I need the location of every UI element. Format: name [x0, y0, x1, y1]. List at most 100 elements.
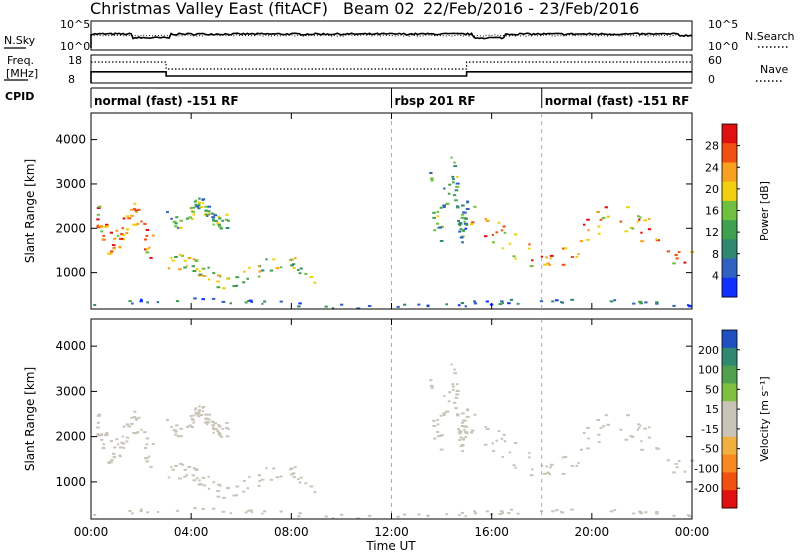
power-cell — [507, 302, 511, 305]
power-cell — [560, 301, 565, 304]
power-cell — [452, 194, 457, 197]
velocity-cell — [561, 456, 566, 459]
velocity-cell — [640, 440, 643, 443]
noise-left-tick-top: 10^5 — [60, 18, 90, 31]
power-cell — [99, 225, 103, 228]
power-cell — [461, 241, 464, 244]
velocity-cell — [113, 456, 116, 459]
velocity-cell — [436, 423, 440, 426]
velocity-cell — [221, 496, 226, 499]
velocity-cell — [473, 512, 478, 515]
velocity-cell — [294, 466, 297, 469]
velocity-cell — [125, 423, 130, 426]
velocity-cell — [457, 428, 460, 431]
power-cell — [549, 257, 552, 260]
velocity-cell — [224, 427, 229, 429]
velocity-cell — [460, 511, 465, 514]
velocity-cell — [174, 433, 178, 436]
power-cell — [464, 227, 468, 230]
colorbar-tick-label: 50 — [705, 383, 719, 396]
velocity-colorbar: 200 100 50 15 -15 -50 -100 -200 — [694, 329, 740, 509]
velocity-cell — [176, 435, 181, 438]
beam-label: Beam 02 — [343, 0, 415, 18]
power-cell — [174, 256, 178, 258]
power-cell — [279, 300, 283, 303]
power-cell — [491, 233, 494, 236]
power-cell — [198, 197, 201, 200]
velocity-cell — [248, 509, 253, 512]
power-cell — [156, 301, 160, 304]
y-tick-label: 1000 — [55, 475, 86, 489]
velocity-cell — [462, 419, 466, 422]
power-cell — [429, 172, 433, 174]
colorbar-tick-label: 15 — [705, 403, 719, 416]
velocity-cell — [624, 438, 629, 441]
power-cell — [218, 217, 222, 220]
velocity-cell — [439, 414, 443, 417]
velocity-cell — [508, 451, 512, 454]
velocity-cell — [210, 420, 215, 423]
power-cell — [201, 298, 205, 301]
power-cell — [96, 213, 100, 216]
power-cell — [597, 232, 601, 235]
velocity-cell — [187, 466, 192, 468]
velocity-cell — [134, 417, 138, 420]
velocity-cell — [516, 512, 520, 515]
velocity-cell — [100, 438, 104, 441]
velocity-cell — [214, 428, 218, 431]
velocity-cell — [560, 511, 565, 514]
power-cell — [195, 205, 199, 208]
power-cell — [451, 178, 455, 181]
velocity-cell — [291, 473, 294, 476]
power-cell — [561, 263, 566, 266]
power-cell — [457, 219, 460, 222]
y-tick-label: 4000 — [55, 133, 86, 147]
power-cell — [456, 206, 460, 209]
power-cell — [149, 256, 153, 259]
power-cell — [113, 237, 117, 240]
power-cell — [498, 303, 503, 306]
velocity-cell — [290, 467, 294, 470]
power-cell — [606, 215, 610, 218]
velocity-cell — [546, 471, 550, 474]
velocity-cell — [188, 424, 193, 427]
power-cell — [216, 286, 221, 289]
power-cell — [217, 274, 221, 277]
power-cell — [226, 277, 229, 280]
power-cell — [436, 222, 440, 225]
power-cell — [272, 258, 276, 261]
velocity-cell — [279, 475, 283, 478]
velocity-cell — [297, 515, 301, 518]
noise-search-label: N.Search — [745, 30, 795, 43]
velocity-cell — [217, 424, 221, 426]
power-cell — [296, 269, 300, 271]
power-cell — [247, 300, 250, 302]
power-cell — [473, 302, 478, 305]
power-cell — [464, 305, 467, 308]
power-cell — [514, 257, 517, 260]
power-cell — [454, 199, 458, 202]
power-cell — [194, 203, 198, 206]
power-cell — [672, 304, 676, 307]
velocity-cell — [298, 512, 302, 515]
noise-right-tick-bottom: 10^0 — [708, 40, 738, 53]
velocity-cell — [178, 462, 183, 465]
velocity-cell — [563, 455, 568, 458]
power-cell — [201, 198, 206, 201]
power-cell — [201, 202, 204, 205]
velocity-cell — [459, 445, 464, 448]
velocity-cell — [455, 390, 460, 392]
power-cell — [636, 220, 639, 223]
velocity-cell — [166, 419, 169, 422]
velocity-cell — [613, 509, 617, 512]
freq-label: Freq. — [7, 54, 34, 67]
power-cell — [148, 246, 151, 249]
power-cell — [192, 206, 195, 209]
velocity-cell — [304, 482, 308, 485]
power-cell — [502, 225, 506, 228]
power-cell — [132, 223, 136, 226]
power-cell — [587, 229, 590, 232]
velocity-cell — [503, 440, 507, 443]
velocity-cell — [432, 419, 436, 422]
x-tick-label: 00:00 — [675, 525, 710, 539]
